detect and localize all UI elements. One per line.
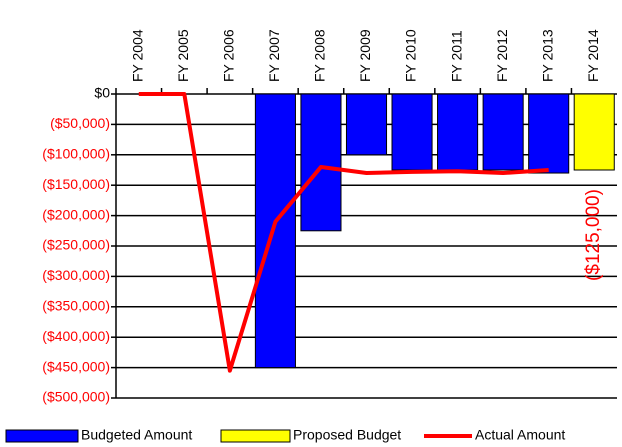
x-tick-label: FY 2010 <box>403 29 419 82</box>
legend-swatch <box>5 429 79 443</box>
x-tick-label: FY 2006 <box>221 29 237 82</box>
value-label: ($125,000) <box>583 189 604 281</box>
x-tick-label: FY 2008 <box>312 29 328 82</box>
y-tick-label: ($500,000) <box>42 389 110 405</box>
x-tick-label: FY 2005 <box>175 29 191 82</box>
legend-label: Proposed Budget <box>293 427 401 443</box>
y-tick-label: ($100,000) <box>42 146 110 162</box>
line <box>138 92 549 373</box>
bar <box>437 93 479 171</box>
bar <box>254 93 296 369</box>
y-tick-label: ($200,000) <box>42 206 110 222</box>
x-tick-label: FY 2007 <box>266 29 282 82</box>
y-tick-label: ($400,000) <box>42 328 110 344</box>
bar <box>482 93 524 171</box>
x-tick-label: FY 2004 <box>129 29 145 82</box>
bar <box>345 93 388 156</box>
x-tick-label: FY 2014 <box>585 29 601 82</box>
x-tick-label: FY 2013 <box>539 29 555 82</box>
y-tick-label: ($250,000) <box>42 237 110 253</box>
x-tick-label: FY 2009 <box>357 29 373 82</box>
y-tick-label: ($350,000) <box>42 298 110 314</box>
bar <box>528 93 570 174</box>
y-tick-label: ($50,000) <box>50 115 110 131</box>
y-tick-label: ($300,000) <box>42 267 110 283</box>
bar <box>391 93 433 171</box>
bar <box>300 93 342 232</box>
y-tick-label: ($450,000) <box>42 358 110 374</box>
legend-swatch <box>220 429 291 443</box>
legend-label: Actual Amount <box>475 427 565 443</box>
x-tick-label: FY 2011 <box>448 30 464 82</box>
legend-label: Budgeted Amount <box>81 427 192 443</box>
x-tick-label: FY 2012 <box>494 29 510 82</box>
y-tick-label: $0 <box>94 85 110 101</box>
bar <box>573 93 615 171</box>
y-tick-label: ($150,000) <box>42 176 110 192</box>
